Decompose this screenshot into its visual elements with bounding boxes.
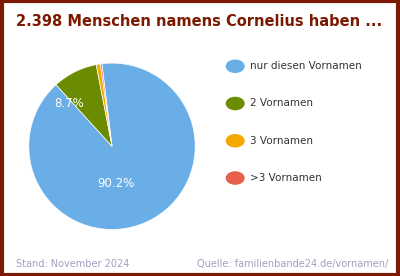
Text: 2.398 Menschen namens Cornelius haben ...: 2.398 Menschen namens Cornelius haben ..…	[16, 14, 382, 29]
Wedge shape	[96, 64, 112, 146]
Text: >3 Vornamen: >3 Vornamen	[250, 173, 322, 183]
Text: 2 Vornamen: 2 Vornamen	[250, 99, 313, 108]
Text: Quelle: familienbande24.de/vornamen/: Quelle: familienbande24.de/vornamen/	[197, 259, 388, 269]
Wedge shape	[56, 65, 112, 146]
Text: 3 Vornamen: 3 Vornamen	[250, 136, 313, 146]
Text: nur diesen Vornamen: nur diesen Vornamen	[250, 61, 362, 71]
Text: Stand: November 2024: Stand: November 2024	[16, 259, 129, 269]
Text: 90.2%: 90.2%	[98, 177, 135, 190]
Text: 8.7%: 8.7%	[54, 97, 84, 110]
Wedge shape	[29, 63, 195, 229]
Wedge shape	[100, 64, 112, 146]
